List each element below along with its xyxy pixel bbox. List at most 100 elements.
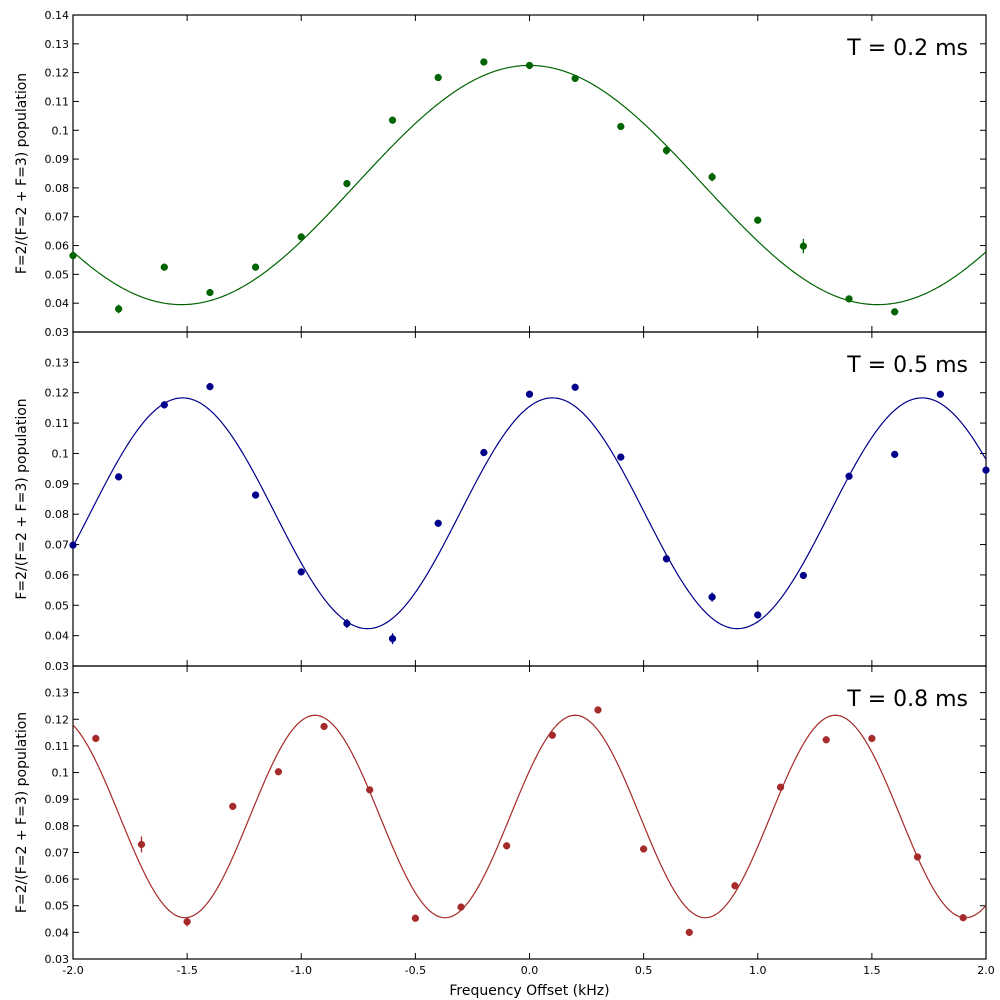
data-point [617, 453, 625, 461]
data-point [594, 706, 602, 714]
data-point [708, 593, 716, 601]
data-point [480, 448, 488, 457]
y-tick-label: 0.06 [45, 569, 70, 582]
data-point [251, 263, 260, 271]
y-tick-label: 0.11 [45, 740, 70, 753]
data-point [115, 473, 123, 481]
data-points [69, 383, 990, 645]
data-point [982, 466, 990, 474]
x-axis [72, 15, 987, 332]
y-tick-label: 0.03 [45, 953, 70, 966]
y-tick-label: 0.04 [45, 926, 70, 939]
x-axis: -2.0 -1.5 -1.0 -0.5 0.0 0.5 1.0 1.5 2.0 [62, 666, 995, 977]
data-point [137, 840, 146, 849]
y-tick-label: 0.11 [45, 417, 70, 430]
y-tick-label: 0.07 [45, 211, 70, 224]
x-tick-label: -2.0 [62, 964, 83, 977]
y-tick-label: 0.08 [45, 508, 70, 521]
y-tick-label: 0.06 [45, 240, 70, 253]
y-tick-label: 0.12 [45, 67, 70, 80]
y-tick-label: 0.11 [45, 95, 70, 108]
y-axis: 0.03 0.04 0.05 0.06 0.07 0.08 0.09 0.1 0.11 0.12 0… [45, 9, 986, 339]
y-axis-label: F=2/(F=2 + F=3) population [14, 398, 30, 599]
data-point [343, 619, 351, 628]
x-tick-label: 1.0 [749, 964, 767, 977]
fit-curve [73, 397, 986, 630]
data-point [936, 390, 944, 398]
y-tick-label: 0.12 [45, 713, 70, 726]
y-tick-label: 0.04 [45, 297, 70, 310]
y-tick-label: 0.14 [45, 9, 70, 22]
y-tick-label: 0.13 [45, 687, 70, 700]
panel-2: 0.03 0.04 0.05 0.06 0.07 0.08 0.09 0.1 0.11 0.12 0… [14, 331, 990, 673]
data-points [92, 706, 967, 937]
x-tick-label: 0.0 [521, 964, 539, 977]
data-point [754, 611, 762, 619]
panel-1: 0.03 0.04 0.05 0.06 0.07 0.08 0.09 0.1 0.11 0.12 0… [14, 9, 987, 339]
y-tick-label: 0.13 [45, 38, 70, 51]
data-point [799, 242, 808, 250]
data-point [206, 383, 214, 391]
data-point [297, 568, 305, 576]
data-point [776, 783, 785, 791]
data-point [891, 308, 899, 316]
data-point [868, 734, 876, 743]
y-tick-label: 0.05 [45, 599, 70, 612]
y-tick-label: 0.09 [45, 793, 70, 806]
data-point [206, 288, 214, 297]
data-point [731, 882, 739, 890]
fit-curve [73, 714, 986, 919]
data-point [639, 845, 648, 853]
data-point [480, 58, 488, 66]
x-tick-label: 0.5 [635, 964, 653, 977]
y-axis-label: F=2/(F=2 + F=3) population [14, 712, 30, 913]
y-tick-label: 0.03 [45, 660, 70, 673]
panels: 0.03 0.04 0.05 0.06 0.07 0.08 0.09 0.1 0.11 0.12 0… [14, 9, 995, 999]
y-tick-label: 0.08 [45, 182, 70, 195]
data-point [160, 401, 168, 409]
data-point [754, 216, 762, 224]
panel-title: T = 0.8 ms [846, 687, 968, 712]
y-tick-label: 0.05 [45, 268, 70, 281]
x-tick-label: -0.5 [405, 964, 426, 977]
data-point [799, 571, 808, 580]
y-axis-label: F=2/(F=2 + F=3) population [14, 73, 30, 274]
data-point [822, 736, 830, 744]
panel-title: T = 0.5 ms [846, 353, 968, 378]
data-point [571, 74, 579, 83]
y-tick-label: 0.07 [45, 846, 70, 859]
data-point [160, 263, 168, 271]
y-tick-label: 0.1 [52, 767, 70, 780]
data-point [662, 555, 671, 563]
data-point [685, 928, 693, 937]
data-point [708, 173, 716, 181]
data-point [251, 491, 260, 499]
data-point [457, 903, 465, 911]
x-axis-label: Frequency Offset (kHz) [449, 983, 609, 999]
data-point [434, 519, 442, 527]
y-tick-label: 0.09 [45, 478, 70, 491]
data-point [525, 390, 534, 398]
data-point [525, 61, 534, 70]
data-point [913, 853, 922, 861]
y-tick-label: 0.03 [45, 326, 70, 339]
data-point [959, 914, 967, 922]
data-point [69, 541, 77, 549]
y-tick-label: 0.13 [45, 356, 70, 369]
y-tick-label: 0.04 [45, 630, 70, 643]
y-tick-label: 0.07 [45, 539, 70, 552]
x-tick-label: 1.5 [863, 964, 881, 977]
x-axis [72, 332, 987, 666]
data-point [845, 295, 853, 303]
y-tick-label: 0.09 [45, 153, 70, 166]
data-point [229, 802, 237, 811]
y-tick-label: 0.08 [45, 820, 70, 833]
panel-title: T = 0.2 ms [846, 36, 968, 61]
data-point [343, 179, 351, 188]
data-points [69, 58, 899, 316]
y-tick-label: 0.1 [52, 124, 70, 137]
x-tick-label: -1.0 [291, 964, 312, 977]
data-point [388, 635, 397, 643]
data-point [274, 768, 283, 776]
